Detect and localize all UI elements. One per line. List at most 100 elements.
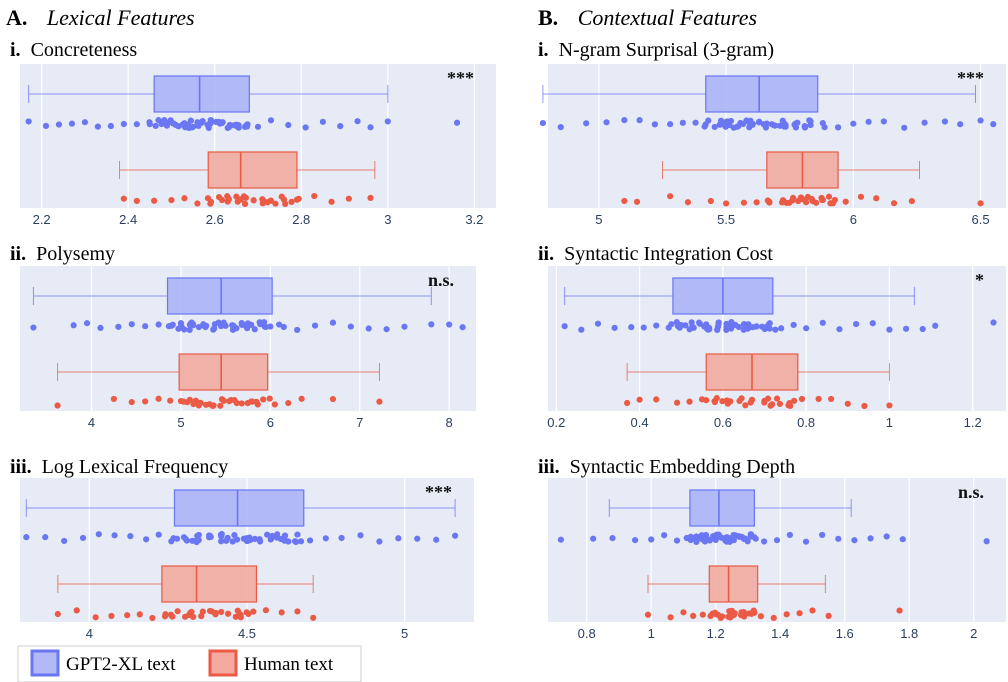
significance-label: n.s. (958, 482, 984, 502)
section-a-letter: A. (6, 5, 27, 30)
data-point-gpt (143, 536, 150, 543)
x-tick-label: 6 (267, 415, 274, 430)
panel-5: iii. Log Lexical Frequency 4 4.5 5 *** (10, 456, 474, 641)
data-point-gpt (194, 119, 201, 126)
data-point-gpt (718, 534, 725, 541)
data-point-human (108, 612, 115, 620)
data-point-human (713, 395, 720, 402)
data-point-gpt (311, 322, 319, 329)
data-point-human (285, 399, 292, 407)
data-point-gpt (763, 120, 770, 127)
x-tick-label: 0.2 (547, 415, 565, 430)
panel-1: i. Concreteness 2.2 2.4 2.6 2.8 3 3.2 *** (10, 39, 496, 227)
data-point-gpt (869, 320, 876, 327)
data-point-gpt (376, 538, 383, 545)
data-point-human (253, 398, 260, 405)
data-point-gpt (692, 119, 699, 126)
data-point-gpt (97, 324, 104, 332)
data-point-human (220, 397, 227, 404)
data-point-gpt (778, 325, 785, 332)
panel-title: ii. Syntactic Integration Cost (538, 243, 773, 265)
data-point-human (861, 402, 868, 410)
data-point-gpt (695, 319, 703, 326)
data-point-gpt (807, 121, 814, 129)
data-point-gpt (182, 535, 189, 543)
data-point-human (210, 402, 217, 409)
x-tick-label: 0.8 (578, 626, 596, 641)
panel-title: ii. Polysemy (10, 243, 115, 265)
data-point-human (797, 194, 805, 201)
data-point-gpt (834, 124, 842, 131)
data-point-human (167, 397, 174, 404)
data-point-gpt (594, 320, 602, 327)
data-point-gpt (23, 534, 30, 541)
panel-3: ii. Polysemy 4 5 6 7 8 n.s. (10, 243, 476, 430)
data-point-gpt (687, 533, 694, 540)
data-point-gpt (631, 537, 639, 544)
panel-4: ii. Syntactic Integration Cost 0.2 0.4 0.6 0.… (538, 243, 1006, 430)
box-gpt (166, 277, 273, 315)
data-point-gpt (603, 119, 610, 126)
data-point-human (809, 607, 816, 614)
data-point-human (345, 195, 352, 202)
data-point-gpt (977, 117, 984, 124)
data-point-gpt (782, 123, 789, 130)
data-point-gpt (428, 321, 435, 328)
data-point-gpt (280, 323, 287, 331)
legend-swatch-gpt (30, 649, 60, 677)
data-point-gpt (395, 535, 402, 542)
data-point-gpt (835, 535, 842, 542)
data-point-gpt (682, 322, 689, 329)
data-point-gpt (880, 118, 887, 125)
data-point-gpt (329, 319, 337, 326)
data-point-human (197, 399, 204, 406)
data-point-gpt (195, 531, 202, 539)
data-point-human (271, 401, 278, 408)
section-a-title: Lexical Features (46, 5, 195, 30)
data-point-human (977, 200, 984, 207)
data-point-gpt (276, 321, 283, 328)
data-point-gpt (61, 537, 68, 545)
x-tick-label: 0.6 (714, 415, 732, 430)
data-point-human (802, 199, 810, 206)
data-point-human (842, 198, 849, 205)
data-point-human (796, 610, 803, 617)
data-point-gpt (267, 117, 275, 124)
data-point-gpt (661, 532, 668, 539)
data-point-gpt (957, 121, 964, 128)
data-point-gpt (693, 538, 700, 545)
data-point-gpt (640, 324, 647, 331)
x-tick-label: 6.5 (972, 212, 990, 227)
data-point-human (766, 199, 773, 206)
data-point-human (242, 194, 250, 201)
data-point-gpt (251, 326, 258, 333)
data-point-human (783, 199, 790, 207)
data-point-gpt (819, 531, 826, 539)
data-point-human (761, 399, 768, 406)
data-point-human (717, 614, 724, 621)
data-point-human (908, 197, 915, 205)
data-point-human (896, 607, 903, 614)
data-point-gpt (354, 118, 361, 125)
data-point-gpt (919, 325, 926, 333)
data-point-human (636, 396, 643, 403)
data-point-gpt (281, 532, 289, 539)
box-human (207, 151, 298, 189)
data-point-human (757, 613, 764, 620)
data-point-gpt (921, 119, 928, 126)
data-point-gpt (792, 120, 799, 127)
data-point-gpt (285, 538, 292, 545)
data-point-human (264, 199, 271, 206)
data-point-gpt (251, 535, 259, 543)
panel-numeral: ii. (10, 243, 26, 265)
data-point-human (234, 198, 241, 205)
data-point-gpt (668, 321, 675, 328)
data-point-gpt (220, 321, 227, 328)
data-point-gpt (120, 120, 127, 128)
data-point-gpt (297, 538, 305, 545)
data-point-human (738, 395, 745, 402)
x-tick-label: 5 (401, 626, 408, 641)
data-point-gpt (753, 323, 760, 330)
panel-numeral: ii. (538, 243, 554, 265)
data-point-human (248, 398, 255, 405)
